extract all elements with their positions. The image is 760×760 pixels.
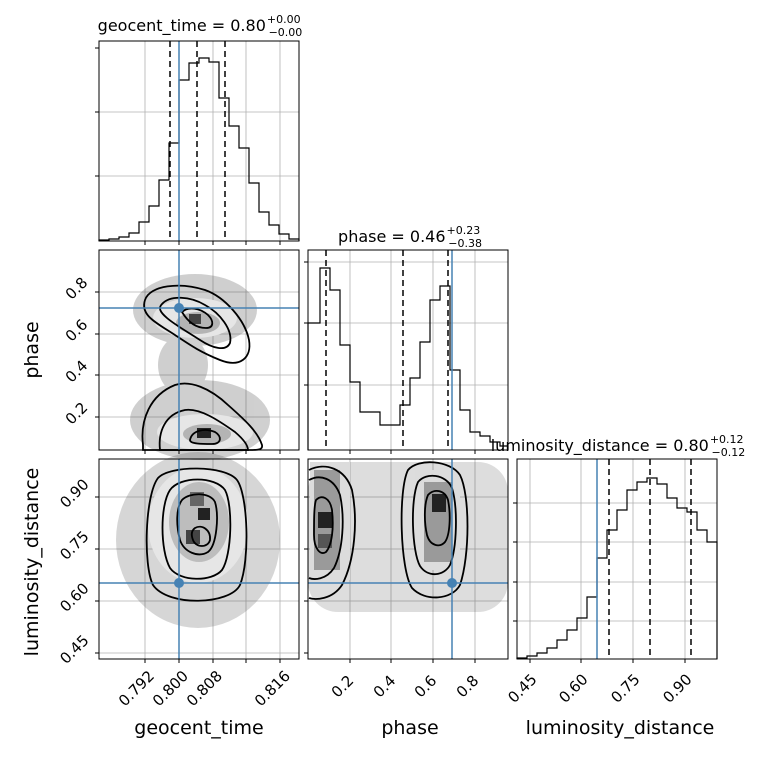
xtick-label-geocent-3: 0.816: [251, 667, 294, 710]
xlabel-phase: phase: [381, 717, 438, 739]
title-geocent-time: geocent_time = 0.80+0.00 −0.00: [98, 13, 303, 39]
grid-hist-phase: [308, 250, 508, 450]
ticks-hist-geocent-time: [95, 47, 281, 245]
grid-hist-luminosity-distance: [517, 459, 717, 659]
ticks-phase-vs-geocent-time: [95, 291, 281, 454]
ticks-distance-vs-phase: [304, 496, 476, 663]
xlabel-geocent-time: geocent_time: [134, 717, 263, 739]
ytick-label-distance-0: 0.45: [56, 631, 92, 667]
frame-hist-geocent-time: [98, 40, 300, 242]
xtick-label-distance-0: 0.45: [504, 670, 540, 706]
ticks-hist-phase: [304, 261, 476, 454]
panel-hist-geocent-time: geocent_time = 0.80+0.00 −0.00: [95, 13, 302, 245]
frame-distance-vs-phase: [307, 458, 509, 660]
ytick-label-distance-1: 0.60: [56, 579, 92, 615]
xtick-label-distance-1: 0.60: [555, 670, 591, 706]
panel-hist-phase: phase = 0.46+0.23 −0.38: [304, 224, 509, 454]
xtick-label-phase-3: 0.8: [453, 672, 483, 702]
panel-phase-vs-geocent-time: 0.2 0.4 0.6 0.8 phase: [21, 249, 300, 460]
ytick-label-distance-3: 0.90: [56, 475, 92, 511]
grid-phase-vs-geocent-time: [99, 250, 299, 450]
xlabel-luminosity-distance: luminosity_distance: [526, 717, 715, 739]
xtick-labels-geocent-time: 0.792 0.800 0.808 0.816: [115, 667, 294, 710]
title-phase: phase = 0.46+0.23 −0.38: [338, 224, 482, 250]
panel-distance-vs-geocent-time: 0.45 0.60 0.75 0.90 luminosity_distance …: [21, 452, 300, 739]
ytick-labels-phase: 0.2 0.4 0.6 0.8: [62, 274, 92, 429]
frame-hist-luminosity-distance: [516, 458, 718, 660]
ylabel-phase: phase: [21, 321, 43, 378]
xtick-label-phase-0: 0.2: [328, 672, 358, 702]
ytick-labels-luminosity-distance: 0.45 0.60 0.75 0.90: [56, 475, 92, 667]
ytick-label-phase-1: 0.4: [62, 357, 92, 387]
ytick-label-phase-2: 0.6: [62, 316, 92, 346]
xtick-label-geocent-2: 0.808: [183, 667, 226, 710]
grid-hist-geocent-time: [99, 41, 299, 241]
ticks-hist-luminosity-distance: [513, 502, 686, 663]
xtick-label-distance-3: 0.90: [659, 670, 695, 706]
truth-point-phase-vs-geocent-time: [174, 303, 184, 313]
hist-luminosity-distance-step: [516, 477, 718, 659]
hist-geocent-time-step: [98, 57, 300, 241]
frame-phase-vs-geocent-time: [98, 249, 300, 451]
contours-distance-vs-phase: [308, 461, 469, 600]
panel-hist-luminosity-distance: 0.45 0.60 0.75 0.90 luminosity_distance …: [491, 433, 746, 739]
ytick-label-phase-0: 0.2: [62, 399, 92, 429]
xtick-label-geocent-0: 0.792: [115, 667, 158, 710]
xtick-labels-luminosity-distance: 0.45 0.60 0.75 0.90: [504, 670, 695, 706]
frame-hist-phase: [307, 249, 509, 451]
truth-point-distance-vs-phase: [447, 578, 457, 588]
xtick-label-phase-2: 0.6: [411, 672, 441, 702]
ytick-label-phase-3: 0.8: [62, 274, 92, 304]
ticks-distance-vs-geocent-time: [95, 496, 281, 663]
xtick-label-phase-1: 0.4: [370, 672, 400, 702]
xtick-label-geocent-1: 0.800: [149, 667, 192, 710]
panel-distance-vs-phase: 0.2 0.4 0.6 0.8 phase: [304, 458, 509, 739]
xtick-labels-phase: 0.2 0.4 0.6 0.8: [328, 672, 483, 702]
frame-distance-vs-geocent-time: [98, 458, 300, 660]
contours-distance-vs-geocent-time: [145, 467, 248, 602]
xtick-label-distance-2: 0.75: [607, 670, 643, 706]
ytick-label-distance-2: 0.75: [56, 527, 92, 563]
title-luminosity-distance: luminosity_distance = 0.80+0.12 −0.12: [491, 433, 746, 459]
ylabel-luminosity-distance: luminosity_distance: [21, 468, 43, 657]
truth-point-distance-vs-geocent-time: [174, 578, 184, 588]
contours-phase-vs-geocent-time: [141, 284, 263, 451]
hist-phase-step: [307, 267, 509, 450]
